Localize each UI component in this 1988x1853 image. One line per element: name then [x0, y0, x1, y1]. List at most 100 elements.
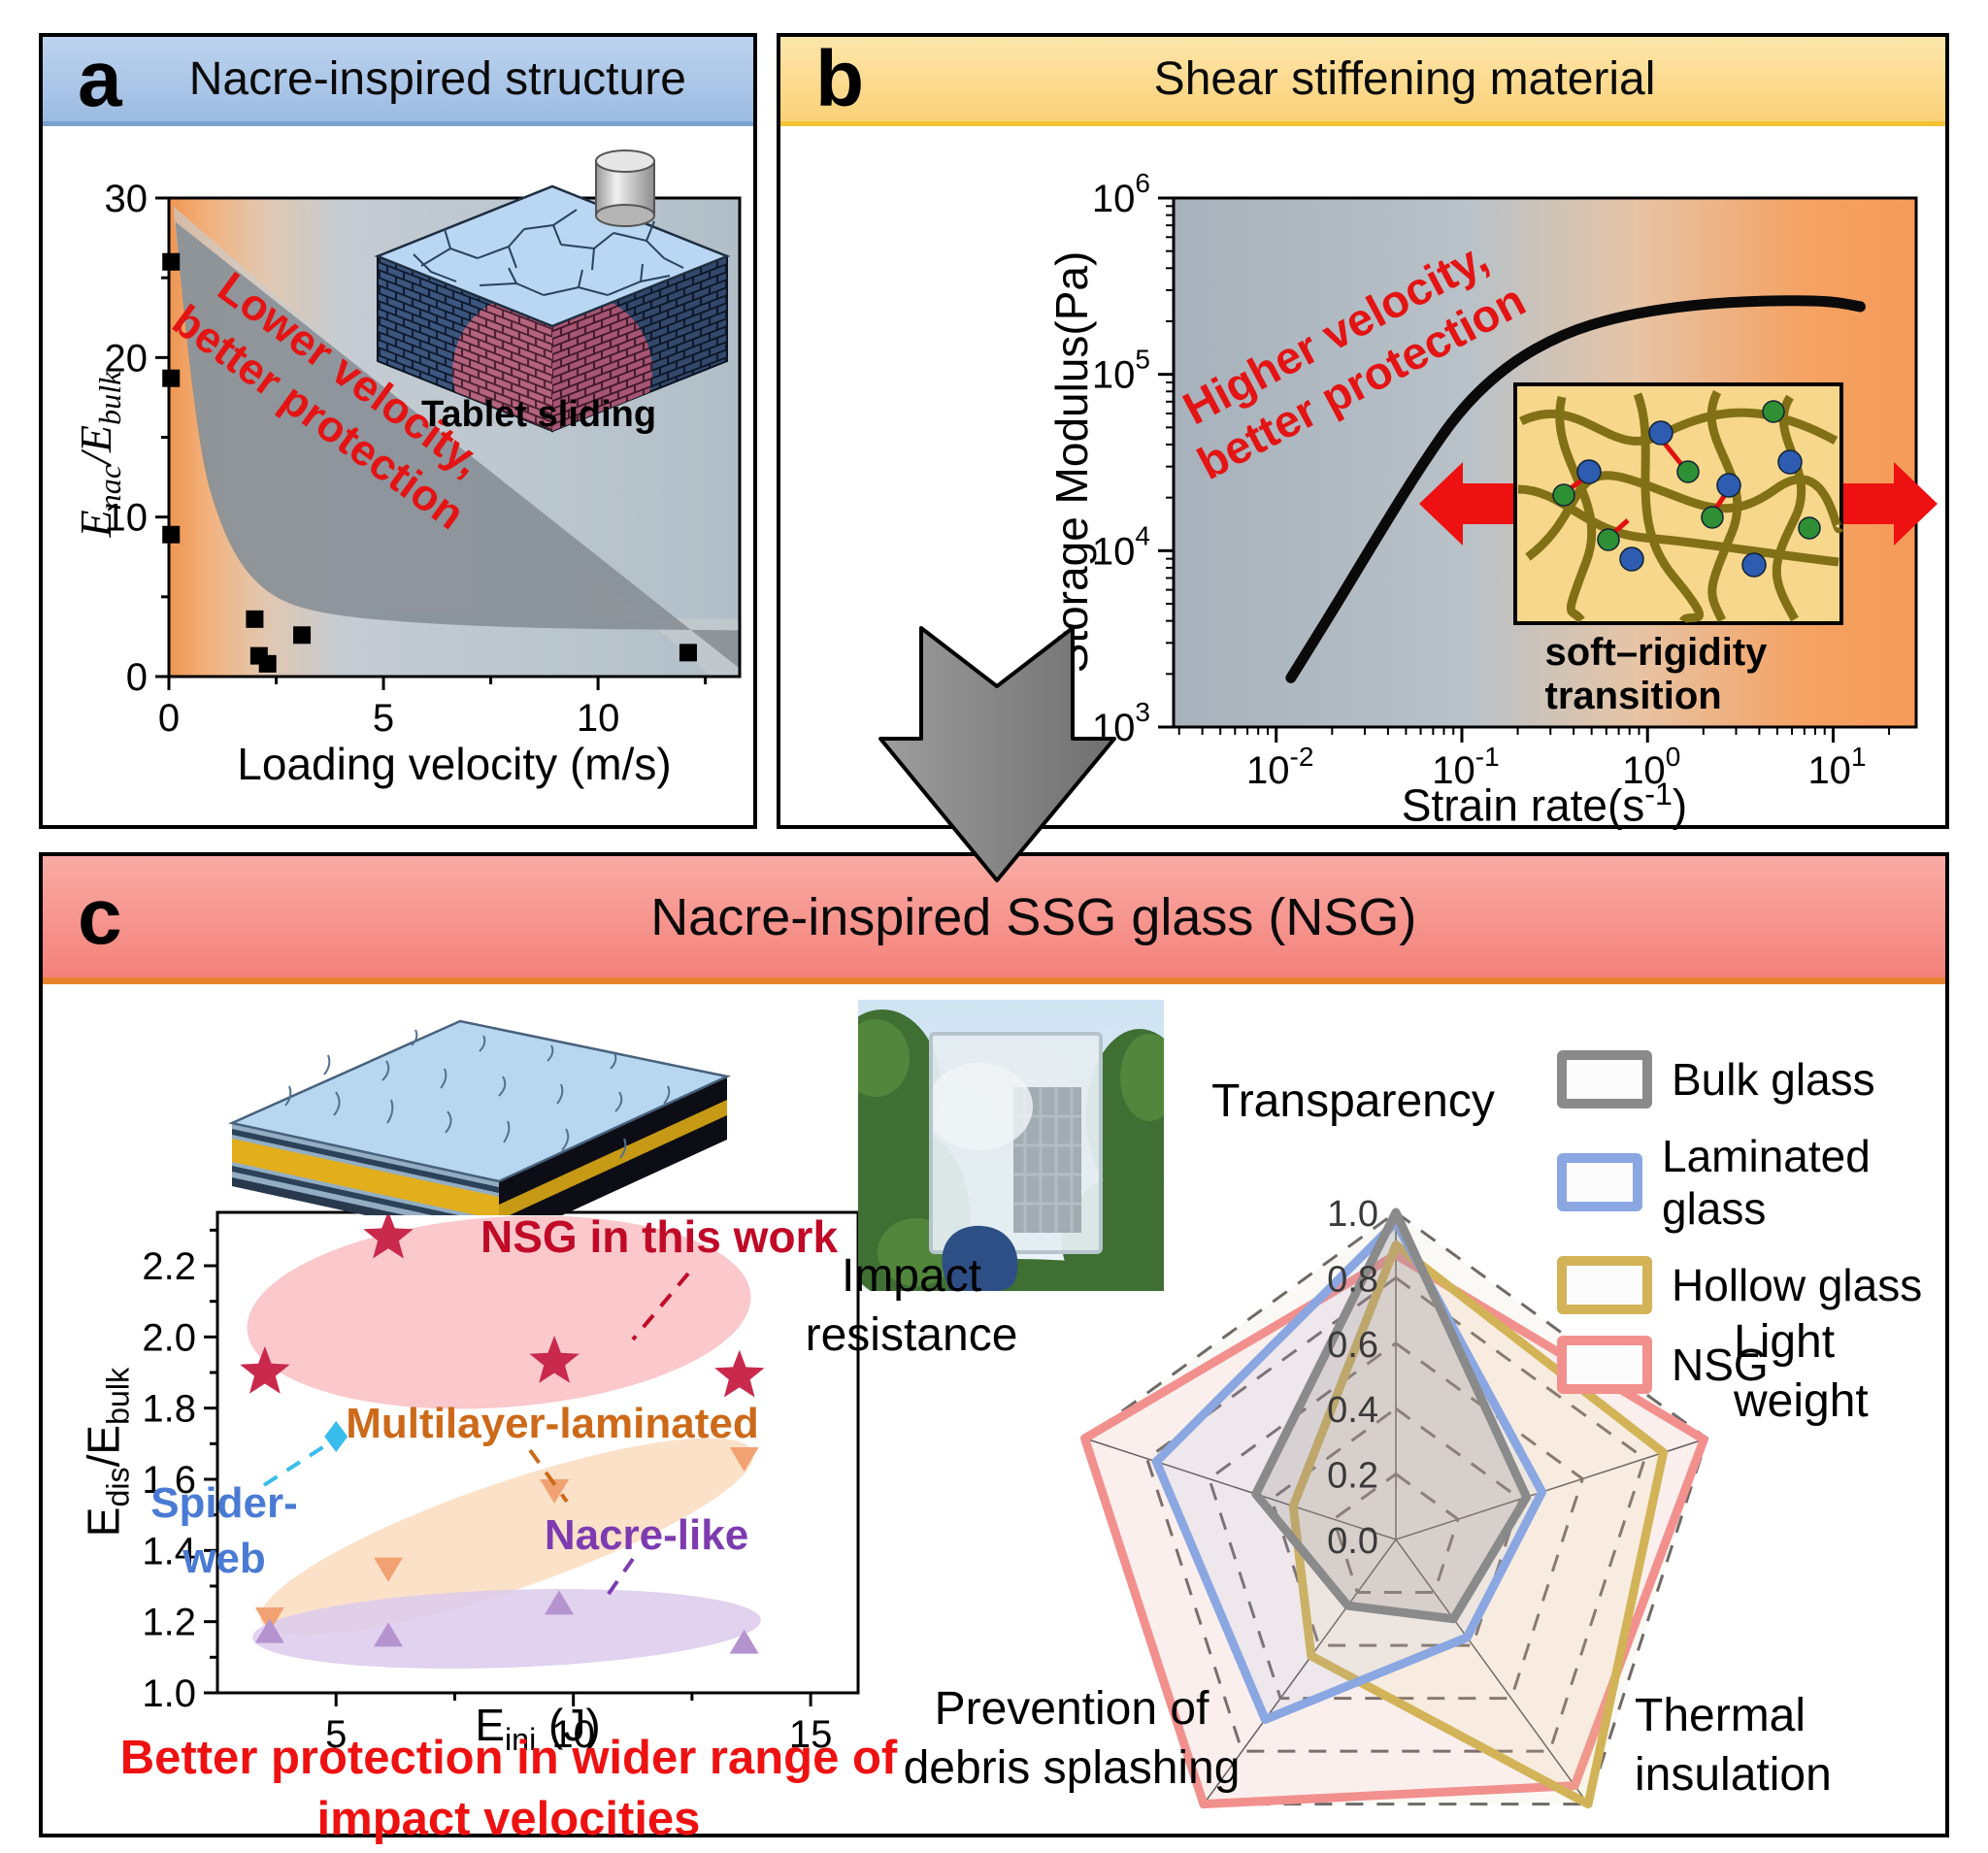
nsg-series-label: NSG in this work	[480, 1211, 839, 1262]
tick-labels: 1.0 1.2 1.4 1.6 1.8 2.0 2.2 5 10 15	[142, 1245, 832, 1756]
svg-text:0: 0	[126, 656, 148, 699]
radar-axis-prevention: Prevention of debris splashing	[903, 1683, 1241, 1795]
tablet-sliding-illustration	[374, 149, 731, 433]
left-red-arrow	[1419, 462, 1516, 546]
soft-rigidity-caption: soft–rigidity transition	[1544, 631, 1768, 717]
tablet-sliding-caption: Tablet sliding	[421, 394, 657, 435]
axis-ticks	[204, 1228, 812, 1706]
radar-series	[1080, 1208, 1708, 1809]
svg-text:105: 105	[1092, 345, 1150, 397]
panel-a: a Nacre-inspired structure 0 10 20 30 0 5 10 E…	[39, 33, 757, 829]
panel-b-x-axis-label: Strain rate(s-1)	[1401, 777, 1688, 831]
svg-text:1.8: 1.8	[142, 1388, 196, 1431]
data-points	[162, 252, 697, 673]
dissipation-scatter-group: 1.0 1.2 1.4 1.6 1.8 2.0 2.2 5 10 15	[142, 1210, 860, 1756]
svg-text:20: 20	[105, 337, 149, 380]
svg-text:5: 5	[325, 1713, 347, 1756]
stretch-arrows	[1419, 462, 1938, 546]
spiderweb-series-label: Spider- web	[150, 1478, 298, 1582]
radar-series-bulk-glass	[1251, 1208, 1532, 1624]
legend-item-bulk-glass: Bulk glass	[1557, 1050, 1945, 1108]
panel-a-x-axis-label: Loading velocity (m/s)	[237, 739, 672, 789]
tick-labels: 0 10 20 30 0 5 10	[105, 178, 620, 740]
svg-text:2.0: 2.0	[142, 1316, 196, 1359]
panel-c-header: c Nacre-inspired SSG glass (NSG)	[43, 856, 1945, 984]
panel-b-header: b Shear stiffening material	[780, 37, 1945, 126]
panel-c: c Nacre-inspired SSG glass (NSG) 1.0 1.2 1…	[39, 852, 1949, 1845]
svg-text:30: 30	[105, 178, 149, 220]
svg-text:15: 15	[789, 1713, 833, 1756]
plate-crack-texture	[284, 1029, 671, 1159]
axis-ticks	[1158, 196, 1891, 743]
panel-c-title: Nacre-inspired SSG glass (NSG)	[650, 887, 1417, 946]
radar-axis-thermal-insulation: Thermal insulation	[1635, 1690, 1832, 1802]
svg-text:101: 101	[1807, 742, 1866, 792]
bulk-glass-swatch	[1557, 1050, 1652, 1108]
panel-c-y-axis-label: Edis/Ebulk	[78, 1367, 136, 1538]
panel-a-badge: a	[78, 34, 122, 123]
transparency-photo	[858, 1000, 1164, 1291]
gloved-hand	[942, 1225, 1018, 1291]
svg-text:0.2: 0.2	[1327, 1456, 1378, 1497]
panel-a-plot-group: 0 10 20 30 0 5 10	[105, 178, 742, 740]
panel-c-charts: 1.01.21.41.61.82.02.25 10 15 0.00.20.40.60…	[142, 1194, 1709, 1809]
svg-text:1.2: 1.2	[142, 1602, 196, 1644]
right-red-arrow	[1840, 462, 1938, 546]
radar-axis-impact-resistance: Impact resistance	[805, 1250, 1018, 1362]
panel-b: b Shear stiffening material 103 104 105 106…	[777, 33, 1949, 831]
radar-spokes	[1084, 1212, 1707, 1805]
svg-text:5: 5	[373, 697, 394, 740]
axis-ticks	[155, 196, 708, 690]
top-crack-pattern	[413, 209, 684, 296]
panel-a-title: Nacre-inspired structure	[188, 53, 686, 105]
svg-text:1.6: 1.6	[142, 1459, 196, 1502]
svg-text:0.6: 0.6	[1327, 1325, 1378, 1366]
hollow-glass-swatch	[1557, 1256, 1652, 1314]
polymer-network-inset	[1513, 382, 1843, 625]
svg-text:10: 10	[551, 1713, 595, 1756]
radar-series-laminated-glass	[1151, 1217, 1547, 1724]
nsg-swatch	[1557, 1336, 1652, 1394]
svg-text:106: 106	[1092, 168, 1150, 220]
tablet-box	[374, 149, 731, 433]
svg-text:0.8: 0.8	[1327, 1259, 1378, 1300]
panel-b-y-axis-label: Storage Modulus(Pa)	[1046, 250, 1097, 674]
storage-modulus-curve	[1285, 295, 1866, 683]
multilayer-series-label: Multilayer-laminated	[346, 1400, 759, 1447]
annotation-leader-lines	[262, 1272, 690, 1605]
panel-b-badge: b	[815, 34, 865, 123]
svg-text:2.2: 2.2	[142, 1245, 196, 1288]
radar-axis-transparency: Transparency	[1211, 1075, 1495, 1127]
merge-down-arrow-icon	[878, 626, 1116, 882]
indenter-cylinder	[595, 149, 655, 227]
panel-a-header: a Nacre-inspired structure	[43, 37, 753, 126]
svg-text:1.4: 1.4	[142, 1530, 196, 1572]
svg-text:1.0: 1.0	[142, 1672, 196, 1715]
radar-tick-labels: 0.0 0.2 0.4 0.6 0.8 1.0	[1327, 1194, 1378, 1562]
nacrelike-series-label: Nacre-like	[544, 1511, 749, 1559]
panel-c-bottom-note: Better protection in wider range of impa…	[119, 1732, 898, 1845]
panel-c-badge: c	[78, 872, 122, 961]
legend-item-nsg: NSG	[1557, 1336, 1945, 1394]
legend-item-hollow-glass: Hollow glass	[1557, 1256, 1945, 1314]
protection-band	[173, 206, 740, 677]
nsg-plate-illustration	[228, 1019, 731, 1215]
svg-text:0.0: 0.0	[1327, 1521, 1378, 1562]
panel-c-x-axis-label: Eini (J)	[475, 1700, 601, 1758]
panel-b-title: Shear stiffening material	[1153, 53, 1656, 105]
panel-a-y-axis-label: Enac/Ebulk	[70, 371, 128, 538]
svg-text:10: 10	[577, 697, 620, 740]
svg-text:104: 104	[1092, 520, 1150, 573]
scatter-markers	[240, 1210, 765, 1654]
radar-legend: Bulk glass Laminated glass Hollow glass …	[1557, 1050, 1945, 1394]
series-blobs	[247, 1215, 761, 1670]
svg-text:0: 0	[158, 697, 180, 740]
laminated-glass-swatch	[1557, 1153, 1642, 1211]
radar-chart-group: 0.0 0.2 0.4 0.6 0.8 1.0	[1080, 1194, 1709, 1809]
panel-a-chart: 0 10 20 30 0 5 10	[105, 178, 742, 740]
polymer-chains	[1517, 389, 1843, 624]
legend-item-laminated-glass: Laminated glass	[1557, 1130, 1945, 1235]
crosslink-beads	[1552, 400, 1821, 578]
svg-text:10: 10	[105, 497, 149, 540]
